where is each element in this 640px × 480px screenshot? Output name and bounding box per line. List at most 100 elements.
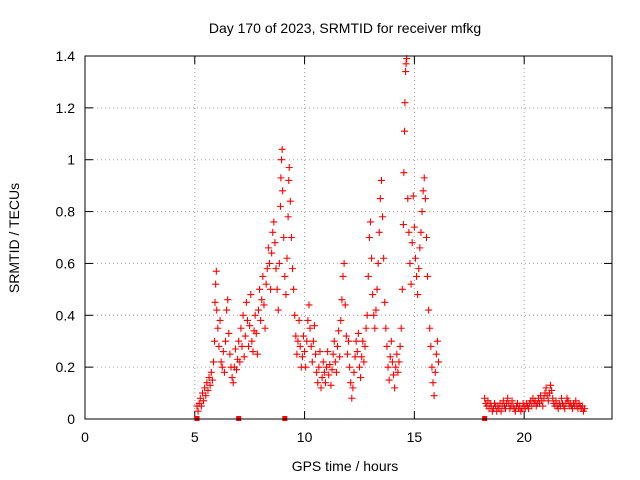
data-point: [283, 254, 291, 262]
data-point: [271, 239, 279, 247]
data-point: [296, 342, 304, 350]
data-point: [375, 228, 383, 236]
data-point: [402, 68, 410, 76]
data-point: [542, 384, 550, 392]
data-point: [390, 371, 398, 379]
data-point: [314, 379, 322, 387]
data-point: [422, 234, 430, 241]
data-point: [340, 259, 348, 267]
data-point: [373, 285, 381, 293]
data-point: [346, 363, 354, 371]
data-point: [241, 332, 249, 340]
data-point: [223, 306, 231, 314]
data-point: [327, 381, 335, 389]
data-point: [326, 361, 334, 369]
data-point: [332, 368, 340, 376]
data-point: [251, 311, 259, 319]
data-point: [408, 239, 416, 247]
data-point: [226, 350, 234, 358]
data-point: [312, 350, 320, 358]
data-point: [310, 322, 318, 330]
data-point: [328, 366, 336, 374]
data-point: [324, 348, 332, 356]
y-tick-label: 1.4: [56, 48, 76, 64]
data-point: [257, 316, 265, 324]
data-point: [419, 187, 427, 195]
data-point: [351, 353, 359, 361]
data-point: [213, 306, 221, 314]
data-point: [292, 332, 300, 340]
data-point: [418, 208, 426, 216]
data-point: [216, 316, 224, 324]
data-point: [561, 405, 569, 413]
data-point: [237, 324, 245, 332]
data-point: [208, 376, 216, 384]
data-point: [293, 350, 301, 358]
data-point: [261, 324, 269, 332]
data-point: [404, 195, 412, 203]
data-point: [368, 254, 376, 262]
data-point: [299, 332, 307, 340]
data-point: [204, 386, 212, 394]
y-axis-label: SRMTID / TECUs: [6, 183, 22, 293]
data-point: [391, 384, 399, 392]
data-point: [309, 337, 317, 345]
data-point: [290, 285, 298, 293]
data-point: [285, 163, 293, 171]
data-point: [407, 280, 415, 288]
data-point: [277, 174, 285, 182]
data-point: [211, 298, 219, 306]
data-point: [377, 176, 385, 184]
data-point: [285, 176, 293, 184]
data-point: [382, 324, 390, 332]
data-point: [381, 298, 389, 306]
data-point: [278, 156, 286, 164]
data-point: [206, 381, 214, 389]
data-point: [348, 394, 356, 402]
data-point: [371, 324, 379, 332]
data-point: [400, 127, 408, 135]
data-point: [263, 265, 271, 273]
data-point: [417, 228, 425, 236]
data-point: [361, 342, 369, 350]
data-point: [236, 358, 244, 366]
data-point: [217, 358, 225, 366]
data-point: [508, 397, 516, 405]
data-point: [409, 192, 417, 200]
data-point: [329, 350, 337, 358]
data-point: [369, 291, 377, 299]
data-point: [352, 337, 360, 345]
data-point: [245, 342, 253, 350]
data-point: [280, 234, 288, 241]
data-point: [254, 306, 262, 314]
data-point: [315, 363, 323, 371]
y-tick-label: 0.2: [56, 359, 76, 375]
data-point: [265, 259, 273, 267]
data-point: [272, 265, 280, 273]
data-point: [287, 234, 295, 241]
data-point: [225, 329, 233, 337]
data-point: [200, 397, 208, 405]
data-point: [259, 272, 267, 280]
data-point: [248, 337, 256, 345]
data-point: [313, 368, 321, 376]
data-point: [400, 169, 408, 177]
data-point: [435, 358, 443, 366]
data-point: [380, 254, 388, 262]
data-point: [399, 221, 407, 229]
data-point: [264, 244, 272, 252]
data-point: [219, 348, 227, 356]
data-points: [193, 55, 589, 421]
data-point: [318, 374, 326, 382]
x-tick-label: 0: [81, 429, 89, 445]
x-tick-label: 20: [516, 429, 532, 445]
x-tick-label: 5: [191, 429, 199, 445]
data-point: [301, 348, 309, 356]
data-point: [246, 322, 254, 330]
data-point: [258, 296, 266, 304]
data-point: [298, 353, 306, 361]
data-point: [430, 392, 438, 400]
data-point: [238, 342, 246, 350]
data-point: [218, 363, 226, 371]
